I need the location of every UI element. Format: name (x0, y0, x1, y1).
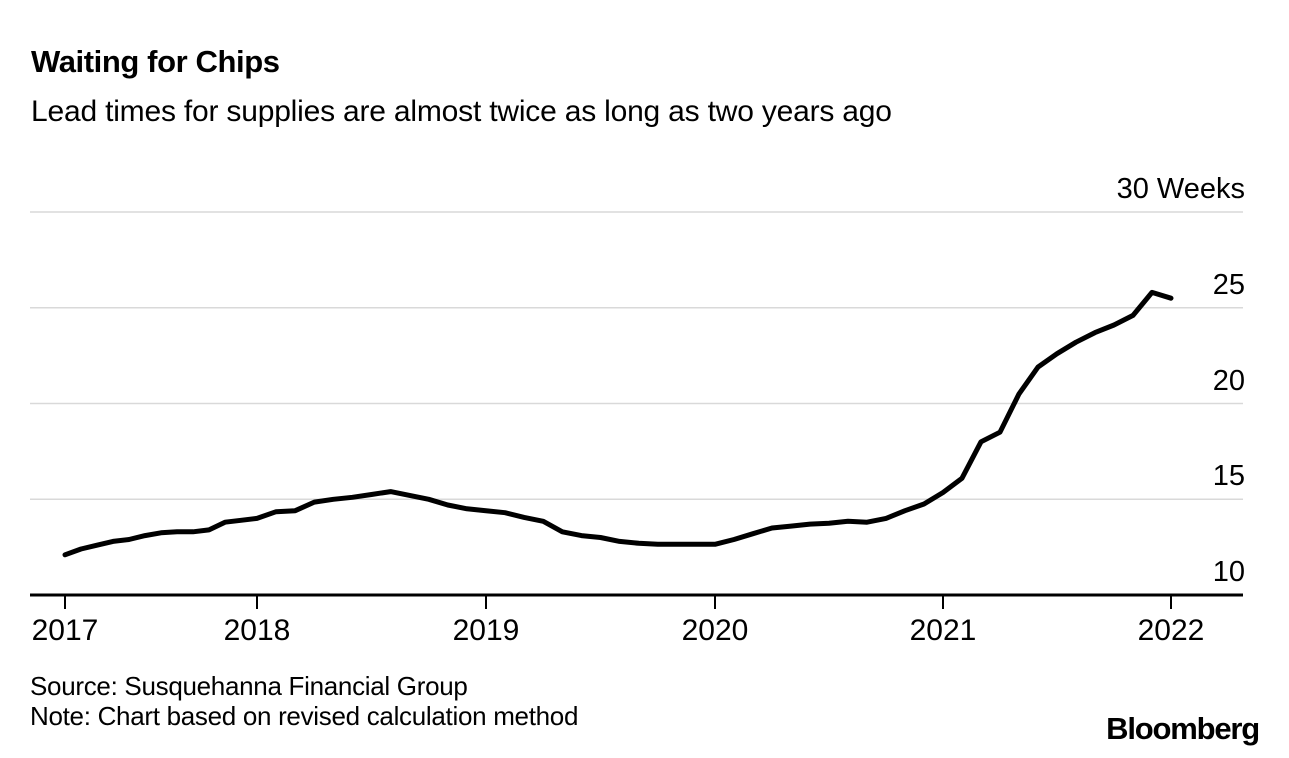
chart-subtitle: Lead times for supplies are almost twice… (31, 95, 892, 128)
bloomberg-logo: Bloomberg (1106, 711, 1260, 746)
x-axis-label-2021: 2021 (909, 614, 977, 647)
x-axis-label-2017: 2017 (31, 614, 99, 647)
lead-time-data-line (62, 289, 1174, 558)
source-text: Source: Susquehanna Financial Group (30, 671, 468, 701)
y-axis-label-30-weeks: 30 Weeks (1116, 173, 1245, 205)
x-axis-label-2022: 2022 (1137, 614, 1205, 647)
y-axis-label-20: 20 (1212, 365, 1245, 397)
y-axis-label-25: 25 (1212, 269, 1245, 301)
x-axis-label-2020: 2020 (681, 614, 749, 647)
y-axis-label-15: 15 (1212, 460, 1245, 492)
y-axis-label-10: 10 (1212, 556, 1245, 588)
x-axis-label-2019: 2019 (452, 614, 520, 647)
chart-title: Waiting for Chips (31, 44, 280, 79)
x-axis-label-2018: 2018 (223, 614, 291, 647)
x-axis-tick-marks (64, 595, 1172, 609)
gridlines (30, 211, 1243, 501)
note-text: Note: Chart based on revised calculation… (30, 701, 579, 731)
